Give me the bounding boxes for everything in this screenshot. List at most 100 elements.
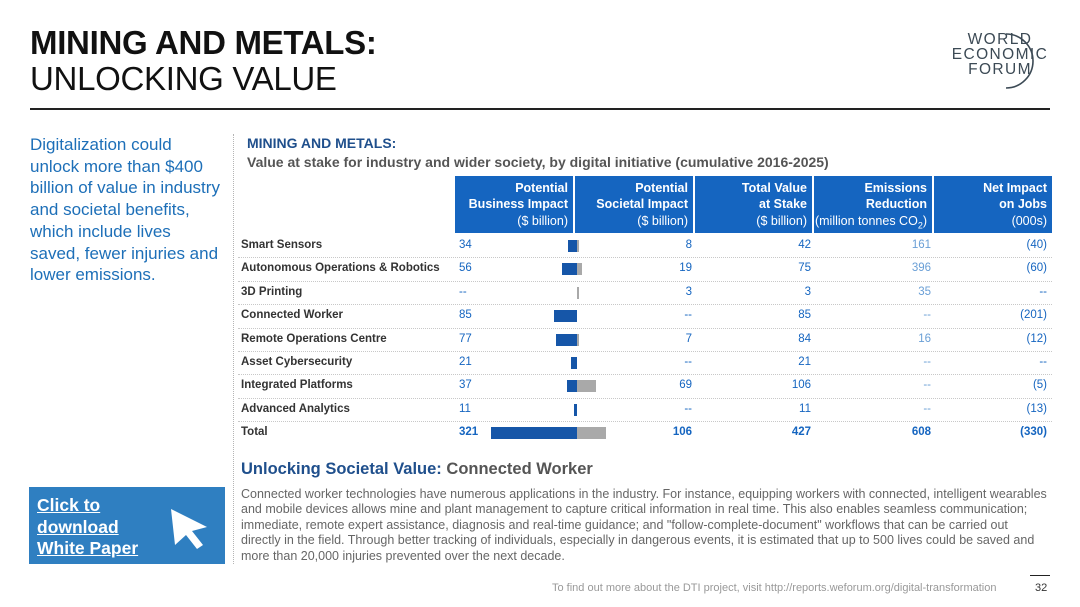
total-value: 427 [791, 426, 811, 439]
emissions-value: 608 [911, 426, 931, 439]
unlock-heading: Unlocking Societal Value: Connected Work… [241, 460, 593, 479]
emissions-value: 16 [918, 332, 931, 345]
societal-impact-bar [577, 240, 580, 252]
column-header-jobs: Net Impact on Jobs (000s) [934, 176, 1052, 233]
total-value: 84 [798, 332, 811, 345]
column-header-business: Potential Business Impact ($ billion) [455, 176, 573, 233]
table-row: Advanced Analytics 11 -- 11 -- (13) [238, 399, 1052, 423]
societal-impact-bar [577, 427, 606, 440]
business-impact-value: 11 [459, 402, 471, 415]
emissions-value: -- [923, 402, 931, 415]
emissions-value: 161 [911, 239, 931, 251]
total-value: 85 [798, 309, 811, 322]
business-impact-value: -- [459, 285, 467, 298]
jobs-value: (40) [1026, 239, 1047, 251]
footer-note: To find out more about the DTI project, … [552, 582, 997, 594]
societal-impact-bar [577, 333, 579, 346]
jobs-value: (60) [1026, 262, 1047, 275]
emissions-value: 35 [918, 285, 931, 298]
jobs-value: (5) [1032, 379, 1047, 392]
total-value: 42 [798, 239, 811, 251]
emissions-value: 396 [911, 262, 931, 275]
row-label: Connected Worker [241, 309, 344, 322]
page-title-line1: MINING AND METALS: [30, 24, 377, 61]
download-link[interactable]: Click to download White Paper [37, 495, 139, 558]
table-row: Remote Operations Centre 77 7 84 16 (12) [238, 329, 1052, 352]
societal-impact-value: 69 [679, 379, 692, 392]
table-row: Smart Sensors 34 8 42 161 (40) [238, 235, 1052, 259]
societal-impact-value: -- [684, 402, 692, 415]
emissions-value: -- [923, 356, 931, 368]
column-header-societal: Potential Societal Impact ($ billion) [575, 176, 693, 233]
jobs-value: (330) [1020, 426, 1047, 439]
logo-line-2: ECONOMIC [951, 46, 1049, 63]
table-title: MINING AND METALS: [247, 135, 397, 151]
cursor-arrow-icon [171, 509, 207, 549]
total-value: 75 [798, 262, 811, 275]
logo-line-3: FORUM [968, 61, 1032, 78]
page-number: 32 [1035, 582, 1048, 594]
page-number-rule [1030, 575, 1050, 576]
logo-arc-icon [1005, 33, 1034, 89]
business-impact-value: 21 [459, 356, 472, 368]
business-impact-value: 77 [459, 332, 472, 345]
row-label: Autonomous Operations & Robotics [241, 262, 440, 275]
jobs-value: (12) [1026, 332, 1047, 345]
societal-impact-value: 106 [672, 426, 692, 439]
row-label: Asset Cybersecurity [241, 356, 353, 368]
left-blurb: Digitalization could unlock more than $4… [30, 135, 220, 285]
title-rule [30, 108, 1050, 110]
business-impact-bar [567, 380, 577, 393]
row-label: Smart Sensors [241, 239, 323, 251]
societal-impact-bar [577, 263, 583, 276]
section-divider [233, 134, 234, 564]
business-impact-bar [554, 310, 577, 323]
table-total-row: Total 321 106 427 608 (330) [238, 422, 1052, 445]
emissions-value: -- [923, 309, 931, 322]
business-impact-bar [491, 427, 577, 440]
societal-impact-value: 7 [685, 332, 692, 345]
societal-impact-value: 8 [685, 239, 692, 251]
unlock-heading-sub: Connected Worker [446, 460, 593, 478]
business-impact-value: 321 [459, 426, 479, 439]
jobs-value: -- [1039, 356, 1047, 368]
column-header-total: Total Value at Stake ($ billion) [695, 176, 812, 233]
jobs-value: (201) [1020, 309, 1047, 322]
table-row: Asset Cybersecurity 21 -- 21 -- -- [238, 352, 1052, 376]
business-impact-bar [571, 357, 577, 369]
table-row: Integrated Platforms 37 69 106 -- (5) [238, 375, 1052, 399]
societal-impact-value: 19 [679, 262, 692, 275]
societal-impact-bar [577, 286, 579, 299]
societal-impact-value: 3 [685, 285, 692, 298]
row-label: Integrated Platforms [241, 379, 353, 392]
emissions-value: -- [923, 379, 931, 392]
unlock-heading-main: Unlocking Societal Value: [241, 460, 442, 478]
jobs-value: -- [1039, 285, 1047, 298]
societal-impact-value: -- [684, 356, 692, 368]
business-impact-value: 34 [459, 239, 472, 251]
jobs-value: (13) [1026, 402, 1047, 415]
table-row: 3D Printing -- 3 3 35 -- [238, 282, 1052, 306]
total-value: 3 [804, 285, 811, 298]
business-impact-value: 85 [459, 309, 472, 322]
total-value: 11 [799, 402, 811, 415]
row-label: 3D Printing [241, 285, 303, 298]
connected-worker-body: Connected worker technologies have numer… [241, 487, 1047, 563]
download-white-paper-button[interactable]: Click to download White Paper [29, 487, 225, 564]
total-value: 21 [798, 356, 811, 368]
business-impact-value: 37 [459, 379, 472, 392]
table-subtitle: Value at stake for industry and wider so… [247, 154, 829, 170]
table-row: Connected Worker 85 -- 85 -- (201) [238, 305, 1052, 329]
business-impact-bar [574, 403, 577, 416]
business-impact-bar [561, 263, 577, 276]
societal-impact-value: -- [684, 309, 692, 322]
business-impact-bar [556, 333, 577, 346]
total-value: 106 [791, 379, 811, 392]
row-label: Remote Operations Centre [241, 332, 387, 345]
business-impact-value: 56 [459, 262, 472, 275]
row-label: Total [241, 426, 268, 439]
societal-impact-bar [577, 380, 596, 393]
row-label: Advanced Analytics [241, 402, 350, 415]
page-title-line2: UNLOCKING VALUE [30, 60, 337, 97]
column-header-emissions: Emissions Reduction (million tonnes CO2) [814, 176, 932, 233]
